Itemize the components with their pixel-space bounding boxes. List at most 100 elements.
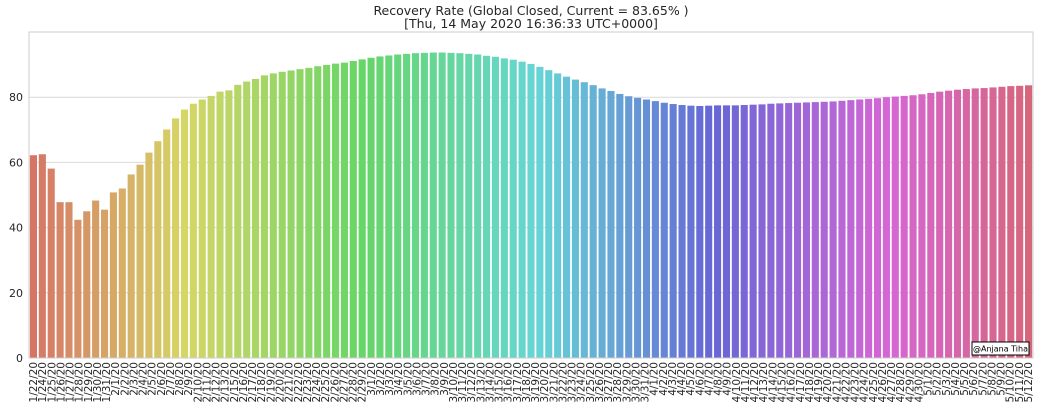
x-tick-label: 4/26/20 (877, 362, 889, 402)
bar-1-23-20 (38, 154, 46, 358)
bar-2-16-20 (252, 78, 260, 358)
x-tick-label: 4/7/20 (703, 362, 715, 396)
x-tick-label: 1/31/20 (101, 362, 113, 402)
bar-2-2-20 (127, 174, 135, 358)
x-tick-label: 4/14/20 (767, 362, 779, 402)
x-tick-label: 3/3/20 (384, 362, 396, 396)
bar-3-6-20 (420, 52, 428, 358)
bar-3-11-20 (465, 53, 473, 358)
x-tick-label: 4/17/20 (795, 362, 807, 402)
bar-3-5-20 (411, 53, 420, 358)
x-tick-label: 5/6/20 (968, 362, 980, 396)
x-tick-label: 3/15/20 (494, 362, 506, 402)
bar-2-14-20 (234, 84, 242, 358)
y-tick-label: 20 (9, 287, 23, 300)
x-tick-label: 2/22/20 (293, 362, 305, 402)
x-tick-label: 1/29/20 (83, 362, 95, 402)
x-tick-label: 2/26/20 (329, 362, 341, 402)
x-tick-label: 4/13/20 (758, 362, 770, 402)
bar-3-7-20 (429, 52, 437, 359)
bar-5-4-20 (945, 90, 953, 359)
x-tick-label: 2/17/20 (247, 362, 259, 402)
x-tick-label: 3/16/20 (503, 362, 515, 402)
bar-3-17-20 (518, 61, 526, 358)
bar-2-5-20 (154, 141, 162, 358)
x-tick-label: 3/22/20 (557, 362, 569, 402)
x-tick-label: 4/6/20 (694, 362, 706, 396)
x-tick-label: 4/15/20 (777, 362, 789, 402)
chart-title-line2: [Thu, 14 May 2020 16:36:33 UTC+0000] (404, 16, 658, 31)
bar-2-15-20 (243, 81, 251, 358)
bar-2-25-20 (331, 63, 340, 358)
bar-5-7-20 (971, 88, 979, 358)
x-tick-label: 2/18/20 (256, 362, 268, 402)
bar-5-1-20 (918, 94, 926, 359)
bar-4-30-20 (909, 95, 917, 358)
bar-4-22-20 (838, 100, 846, 358)
x-tick-label: 2/23/20 (302, 362, 314, 402)
bar-4-6-20 (696, 106, 704, 358)
bar-4-17-20 (793, 102, 802, 358)
bar-2-8-20 (180, 109, 189, 358)
x-tick-label: 4/22/20 (840, 362, 852, 402)
x-tick-label: 2/27/20 (338, 362, 350, 402)
bar-3-8-20 (438, 52, 446, 359)
bar-4-25-20 (865, 98, 873, 358)
x-tick-label: 4/30/20 (913, 362, 925, 402)
bar-3-12-20 (474, 54, 482, 359)
x-tick-label: 4/29/20 (904, 362, 916, 402)
bar-2-28-20 (358, 59, 366, 358)
bar-3-30-20 (634, 97, 642, 359)
x-tick-label: 2/8/20 (174, 362, 186, 396)
bar-5-12-20 (1016, 85, 1024, 358)
bar-3-10-20 (456, 53, 464, 358)
x-tick-label: 3/21/20 (548, 362, 560, 402)
bar-1-29-20 (92, 200, 100, 358)
x-tick-label: 2/12/20 (211, 362, 223, 402)
x-tick-label: 2/9/20 (183, 362, 195, 396)
bar-3-1-20 (376, 56, 384, 358)
x-tick-label: 3/18/20 (521, 362, 533, 402)
bar-4-1-20 (651, 101, 659, 358)
x-tick-label: 4/4/20 (676, 362, 688, 396)
x-tick-label: 3/1/20 (366, 362, 378, 396)
bar-3-2-20 (385, 55, 393, 359)
x-tick-label: 4/10/20 (731, 362, 743, 402)
bar-2-24-20 (323, 64, 331, 359)
x-tick-label: 4/12/20 (749, 362, 761, 402)
x-tick-label: 3/25/20 (585, 362, 597, 402)
bar-2-18-20 (269, 73, 277, 358)
bar-3-27-20 (607, 91, 615, 359)
bar-5-6-20 (962, 89, 970, 359)
bars (29, 52, 1033, 359)
x-tick-label: 3/28/20 (612, 362, 624, 402)
bar-1-22-20 (29, 155, 37, 358)
x-tick-label: 3/26/20 (594, 362, 606, 402)
x-tick-label: 3/4/20 (393, 362, 405, 396)
x-tick-label: 2/6/20 (156, 362, 168, 396)
credit-box: @Anjana Tiha (971, 341, 1030, 356)
x-tick-label: 1/30/20 (92, 362, 104, 402)
x-tick-label: 4/23/20 (850, 362, 862, 402)
x-tick-label: 2/28/20 (348, 362, 360, 402)
plot-frame (28, 31, 1034, 359)
x-tick-label: 3/23/20 (567, 362, 579, 402)
bar-3-29-20 (625, 96, 633, 359)
bar-4-15-20 (776, 103, 784, 358)
chart-title-line1: Recovery Rate (Global Closed, Current = … (373, 3, 689, 18)
bar-3-21-20 (554, 73, 562, 358)
bar-2-11-20 (207, 95, 215, 358)
x-tick-label: 1/22/20 (28, 362, 40, 402)
bar-2-17-20 (260, 75, 269, 358)
x-tick-label: 2/21/20 (284, 362, 296, 402)
bar-1-24-20 (47, 168, 55, 358)
bar-3-23-20 (571, 79, 579, 358)
x-tick-label: 4/25/20 (868, 362, 880, 402)
bar-3-22-20 (562, 76, 571, 359)
bar-5-11-20 (1007, 86, 1015, 358)
bar-4-11-20 (740, 105, 748, 358)
x-tick-label: 3/31/20 (640, 362, 652, 402)
x-tick-label: 2/20/20 (275, 362, 287, 402)
bar-4-12-20 (749, 104, 757, 358)
